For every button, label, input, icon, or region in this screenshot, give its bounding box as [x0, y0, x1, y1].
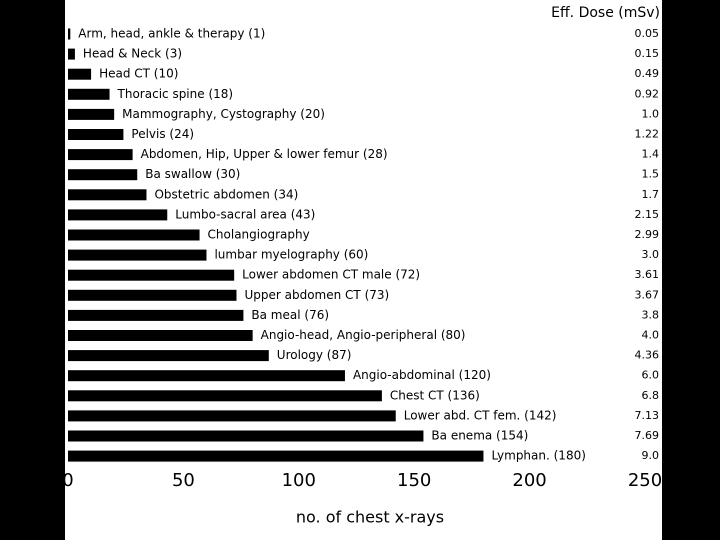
bar — [68, 68, 92, 80]
dose-label: 3.61 — [635, 268, 660, 281]
x-tick-label: 50 — [172, 470, 195, 491]
dose-label: 0.49 — [635, 67, 660, 80]
bar — [68, 350, 269, 362]
bar-label: Lower abdomen CT male (72) — [242, 268, 420, 282]
bar — [68, 129, 124, 140]
bar-label: Angio-abdominal (120) — [353, 368, 491, 382]
dose-label: 0.15 — [635, 47, 660, 60]
dose-label: 3.67 — [635, 288, 660, 301]
dose-label: 1.7 — [642, 188, 660, 201]
bar — [68, 430, 424, 442]
bar-label: Obstetric abdomen (34) — [154, 187, 298, 201]
bar-label: Upper abdomen CT (73) — [244, 288, 389, 302]
bar-label: Pelvis (24) — [131, 127, 194, 141]
dose-label: 1.0 — [642, 107, 660, 120]
dose-label: 0.92 — [635, 87, 660, 100]
bar — [68, 48, 75, 60]
bar-label: Mammography, Cystography (20) — [122, 107, 325, 121]
bar-label: Lymphan. (180) — [491, 449, 585, 463]
dose-label: 7.13 — [635, 409, 660, 422]
bar-label: Ba meal (76) — [251, 308, 329, 322]
bar — [68, 269, 235, 281]
bar-label: Thoracic spine (18) — [117, 87, 234, 101]
dose-label: 4.0 — [642, 329, 660, 342]
bar-label: Arm, head, ankle & therapy (1) — [78, 27, 265, 41]
dose-label: 6.8 — [642, 389, 660, 402]
bar-label: Ba swallow (30) — [145, 167, 240, 181]
bar — [68, 28, 71, 40]
chart-title: Eff. Dose (mSv) — [551, 5, 660, 21]
x-tick-label: 250 — [628, 470, 662, 491]
dose-label: 4.36 — [635, 349, 660, 362]
bar-label: Lower abd. CT fem. (142) — [404, 408, 557, 422]
bar — [68, 229, 200, 241]
bar-label: Urology (87) — [277, 348, 352, 362]
x-axis-label: no. of chest x-rays — [296, 508, 444, 527]
bar-label: Chest CT (136) — [390, 388, 480, 402]
dose-label: 1.5 — [642, 168, 660, 181]
bar-label: Ba enema (154) — [431, 429, 528, 443]
bar-label: Abdomen, Hip, Upper & lower femur (28) — [141, 147, 388, 161]
x-tick-label: 100 — [282, 470, 316, 491]
dose-label: 9.0 — [642, 449, 660, 462]
bar-label: Angio-head, Angio-peripheral (80) — [261, 328, 466, 342]
bar — [68, 390, 382, 402]
bar — [68, 169, 138, 181]
dose-label: 6.0 — [642, 369, 660, 382]
dose-label: 0.05 — [635, 27, 660, 40]
bar — [68, 209, 168, 221]
bar-label: lumbar myelography (60) — [214, 248, 368, 262]
x-tick-label: 0 — [62, 470, 73, 491]
bar — [68, 410, 396, 422]
dose-label: 1.22 — [635, 128, 660, 141]
bar — [68, 330, 253, 341]
bar-label: Lumbo-sacral area (43) — [175, 207, 315, 221]
bar — [68, 370, 345, 382]
bar — [68, 108, 115, 120]
bar-label: Head CT (10) — [99, 67, 178, 81]
dose-label: 3.8 — [642, 308, 660, 321]
bar — [68, 189, 147, 201]
x-tick-label: 150 — [397, 470, 431, 491]
bar — [68, 289, 237, 301]
dose-label: 2.99 — [635, 228, 660, 241]
x-tick-label: 200 — [512, 470, 546, 491]
bar-label: Cholangiography — [208, 228, 310, 242]
bar — [68, 88, 110, 100]
dose-label: 7.69 — [635, 429, 660, 442]
bar-label: Head & Neck (3) — [83, 47, 182, 61]
bar — [68, 149, 133, 161]
dose-label: 2.15 — [635, 208, 660, 221]
bar — [68, 450, 484, 462]
dose-label: 3.0 — [642, 248, 660, 261]
bar — [68, 249, 207, 261]
dose-label: 1.4 — [642, 148, 660, 161]
bar — [68, 309, 244, 321]
